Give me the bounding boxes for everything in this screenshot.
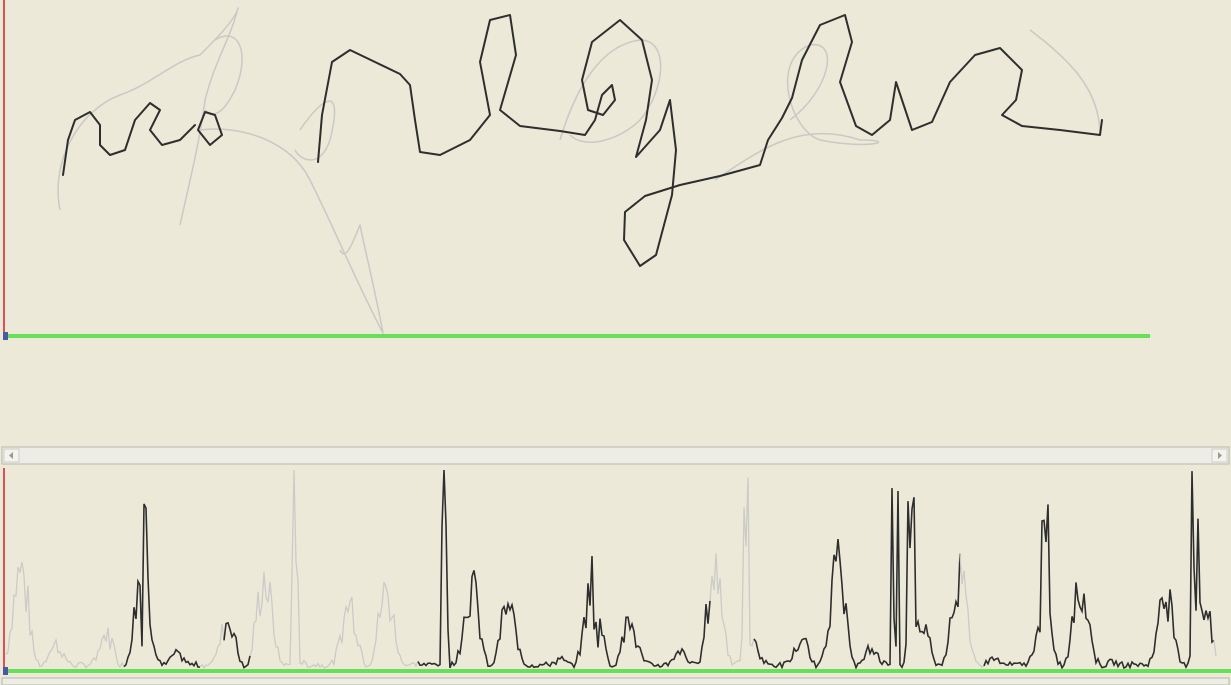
- scrollbar: [2, 447, 1229, 464]
- screen: [0, 0, 1231, 685]
- baseline-marker: [3, 332, 8, 340]
- background: [0, 0, 1231, 685]
- scrollbar-track[interactable]: [2, 678, 1229, 685]
- scrollbar-track[interactable]: [2, 447, 1229, 464]
- page: (() => { const svg = document.getElement…: [0, 0, 1231, 685]
- baseline-marker: [3, 667, 8, 675]
